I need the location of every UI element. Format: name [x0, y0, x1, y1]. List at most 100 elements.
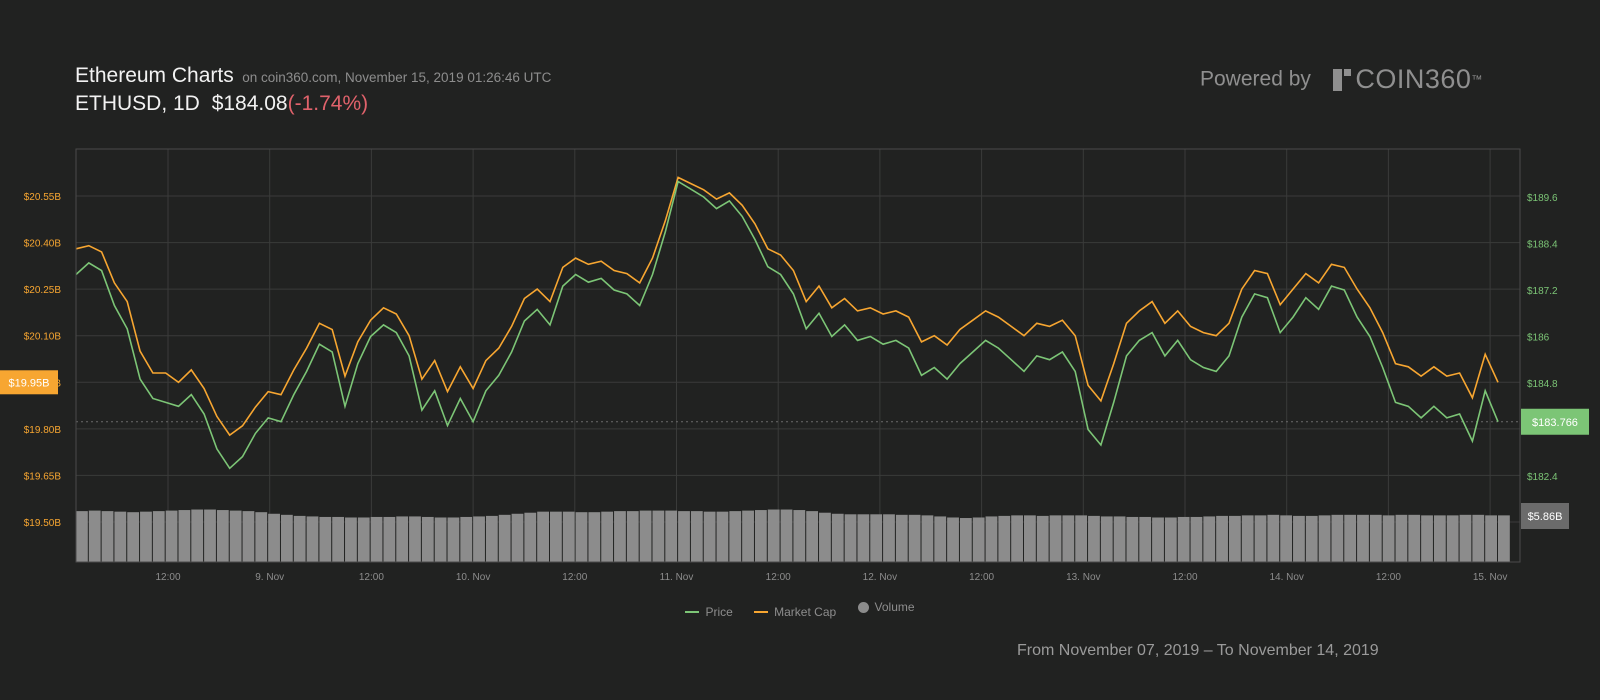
page-subtitle: on coin360.com, November 15, 2019 01:26:… — [242, 70, 552, 85]
volume-bar — [1421, 515, 1433, 562]
y-left-tick: $19.65B — [24, 471, 62, 482]
price-line — [75, 180, 1499, 470]
x-tick: 12. Nov — [863, 572, 897, 583]
volume-bar — [819, 512, 831, 562]
volume-bar — [1305, 515, 1318, 562]
volume-bar — [524, 512, 537, 562]
volume-bar — [639, 510, 652, 562]
date-range: From November 07, 2019 – To November 14,… — [1017, 642, 1379, 659]
volume-bar — [601, 511, 614, 562]
x-tick: 12:00 — [766, 572, 791, 583]
y-right-tick: $182.4 — [1527, 472, 1558, 483]
volume-bar — [1164, 517, 1177, 562]
volume-bar — [870, 514, 883, 562]
x-tick: 12:00 — [359, 572, 384, 583]
volume-bar — [255, 512, 268, 562]
volume-bar — [1241, 515, 1254, 562]
x-tick: 12:00 — [969, 572, 994, 583]
volume-bar — [921, 515, 934, 562]
chart-axes — [75, 148, 1521, 563]
volume-bar — [268, 513, 280, 562]
volume-bar — [703, 511, 716, 562]
volume-bar — [421, 516, 434, 562]
legend-item-price[interactable]: Price — [685, 605, 733, 619]
volume-bar — [1228, 515, 1241, 562]
x-tick: 10. Nov — [456, 572, 490, 583]
volume-bar — [204, 509, 216, 562]
volume-bar — [562, 511, 575, 562]
logo-text: COIN360 — [1355, 64, 1472, 94]
volume-bar — [1395, 514, 1408, 562]
y-left-tick: $20.40B — [24, 239, 62, 250]
volume-bar — [972, 517, 985, 562]
volume-bar — [306, 516, 319, 562]
volume-bar — [1382, 515, 1395, 562]
volume-badge — [1521, 503, 1569, 529]
volume-bar — [434, 517, 447, 562]
volume-bar — [293, 515, 306, 562]
volume-bar — [1075, 515, 1088, 562]
legend-item-volume[interactable]: Volume — [857, 600, 915, 614]
volume-bar — [280, 514, 293, 562]
volume-bar — [498, 514, 511, 562]
volume-bar — [1408, 514, 1421, 562]
volume-bar — [806, 511, 819, 562]
market-cap-swatch — [754, 610, 769, 613]
volume-bar — [1203, 516, 1216, 562]
volume-bar — [1190, 516, 1203, 562]
volume-bar — [614, 511, 626, 562]
volume-bar — [678, 511, 690, 562]
market-cap-badge — [0, 370, 58, 395]
volume-bar — [370, 516, 383, 562]
chart-grid — [76, 149, 1520, 562]
volume-bar — [1318, 515, 1331, 562]
y-left-tick: $19.80B — [24, 425, 62, 436]
volume-bars — [76, 509, 1510, 562]
volume-bar — [1280, 515, 1293, 562]
current-price: $184.08 — [211, 92, 288, 115]
market-cap-line — [75, 176, 1499, 437]
x-tick: 14. Nov — [1269, 572, 1303, 583]
x-tick: 9. Nov — [255, 572, 284, 583]
volume-bar — [1139, 516, 1152, 562]
volume-bar — [242, 511, 255, 562]
volume-bar — [780, 509, 793, 562]
volume-bar — [1216, 515, 1228, 562]
volume-bar — [767, 509, 780, 562]
volume-bar — [140, 511, 152, 562]
volume-bar — [332, 516, 345, 562]
price-badge-label: $183.766 — [1532, 417, 1578, 429]
volume-bar — [127, 512, 140, 562]
volume-bar — [1177, 516, 1190, 562]
volume-bar — [1344, 514, 1357, 562]
volume-bar — [1049, 515, 1062, 562]
volume-bar — [383, 516, 396, 562]
volume-bar — [1472, 514, 1485, 562]
volume-bar — [485, 515, 498, 562]
volume-bar — [1126, 516, 1139, 562]
volume-bar — [831, 513, 844, 562]
powered-by-label: Powered by — [1200, 67, 1311, 91]
volume-bar — [345, 517, 357, 562]
legend-item-market-cap[interactable]: Market Cap — [754, 605, 836, 619]
y-left-tick: $19.50B — [24, 518, 62, 529]
volume-bar — [1433, 515, 1446, 562]
y-right-tick: $188.4 — [1527, 240, 1558, 251]
volume-bar — [88, 510, 101, 562]
chart-legend: Price Market Cap Volume — [0, 600, 1600, 619]
volume-bar — [178, 510, 191, 562]
volume-bar — [754, 510, 767, 562]
x-tick: 15. Nov — [1473, 572, 1507, 583]
volume-bar — [460, 516, 473, 562]
volume-bar — [575, 512, 588, 562]
volume-bar — [998, 515, 1011, 562]
volume-bar — [1011, 515, 1023, 562]
volume-bar — [883, 514, 895, 562]
legend-label-market-cap: Market Cap — [774, 604, 837, 619]
volume-bar — [229, 510, 242, 562]
coin360-logo[interactable]: COIN360 ™ — [1333, 64, 1482, 95]
pair-label: ETHUSD, 1D — [75, 92, 200, 115]
volume-bar — [1088, 515, 1100, 562]
volume-bar — [1062, 515, 1075, 562]
